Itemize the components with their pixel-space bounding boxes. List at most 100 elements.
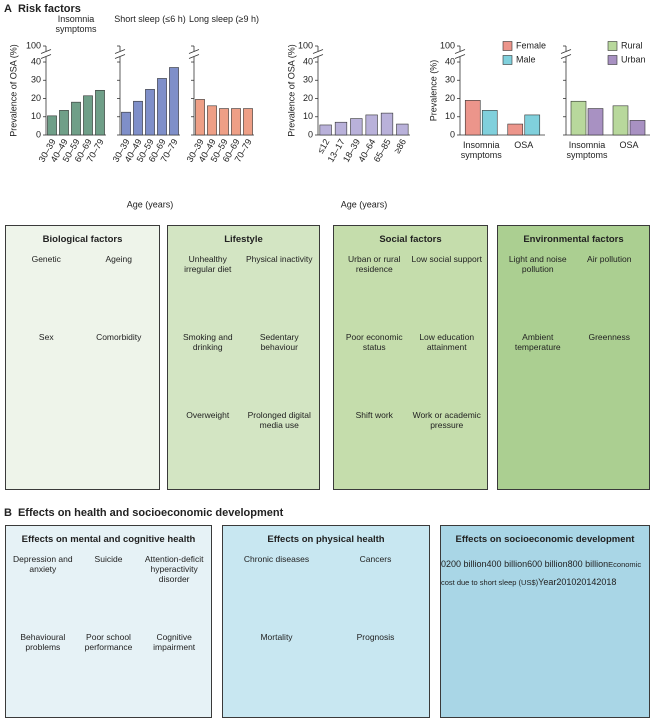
x-tick-label: ≥86 xyxy=(392,137,408,155)
axis-break-mark xyxy=(560,49,572,54)
item-label: Poor school performance xyxy=(84,632,133,652)
x-tick-label: 2010 xyxy=(556,577,577,587)
y-tick-label: 20 xyxy=(31,93,41,103)
box-title: Environmental factors xyxy=(523,234,624,245)
panel-title: Long sleep (≥9 h) xyxy=(189,14,259,24)
box-title: Social factors xyxy=(379,234,442,245)
item-label: Air pollution xyxy=(587,254,632,264)
item-label: Mortality xyxy=(260,632,293,642)
item-label: Ageing xyxy=(105,254,132,264)
y-tick-label: 800 billion xyxy=(567,559,609,569)
axis-break-mark xyxy=(114,54,126,59)
bar xyxy=(350,118,363,136)
bar xyxy=(629,120,646,136)
item-grid: Depression and anxiety Suicide Attention-d… xyxy=(6,551,211,705)
item: Ambient temperature xyxy=(502,329,574,405)
x-axis-label: Age (years) xyxy=(341,199,388,209)
y-tick-label: 10 xyxy=(445,111,455,121)
item: Urban or rural residence xyxy=(338,251,411,327)
axis-break-mark xyxy=(312,54,324,59)
item: Genetic xyxy=(10,251,83,327)
item-label: Greenness xyxy=(588,332,631,342)
bar xyxy=(507,123,524,136)
item: Attention-deficit hyperactivity disorder xyxy=(141,551,207,627)
y-tick-label: 200 billion xyxy=(446,559,487,569)
axis-break-mark xyxy=(312,49,324,54)
bar xyxy=(121,111,131,136)
legend-swatch xyxy=(607,55,618,65)
x-tick-label: OSA xyxy=(514,140,534,150)
bar xyxy=(380,112,394,136)
bar xyxy=(59,110,69,136)
y-tick-label: 10 xyxy=(31,111,41,121)
item: Ageing xyxy=(83,251,156,327)
item-label: Depression and anxiety xyxy=(13,554,73,574)
item: Depression and anxiety xyxy=(10,551,76,627)
axis-break-mark xyxy=(40,54,52,59)
panel-title: Effects on health and socioeconomic deve… xyxy=(17,507,284,519)
panel-title: Risk factors xyxy=(17,3,81,15)
item-label: Prognosis xyxy=(356,632,395,642)
y-axis-label: Prevalence (%) xyxy=(428,60,438,122)
bar xyxy=(133,100,143,136)
category-box: Lifestyle Unhealthy irregular diet Physica… xyxy=(167,225,320,490)
item-label: Genetic xyxy=(31,254,61,264)
item: Unhealthy irregular diet xyxy=(172,251,244,327)
legend-label: Female xyxy=(516,40,546,50)
bar xyxy=(207,105,217,136)
y-tick-label: 30 xyxy=(303,75,313,85)
panel-label: A xyxy=(4,3,12,15)
legend-swatch xyxy=(502,55,513,65)
y-tick-label: 30 xyxy=(31,75,41,85)
category-box: Environmental factors Light and noise pol… xyxy=(497,225,650,490)
axis-break-mark xyxy=(40,49,52,54)
y-tick-label: 40 xyxy=(303,56,313,66)
bar xyxy=(95,89,105,136)
item-label: Light and noise pollution xyxy=(508,254,567,274)
risk-charts: Prevalence of OSA (%) Age (years) 0 10 20 30 4… xyxy=(8,40,650,209)
box-title: Lifestyle xyxy=(224,234,263,245)
bar xyxy=(334,121,348,136)
x-axis-label: Year xyxy=(538,577,557,587)
item-label: Work or academic pressure xyxy=(412,410,481,430)
item: Prolonged digital media use xyxy=(244,407,316,483)
bar xyxy=(231,108,241,136)
axis-break-mark xyxy=(188,49,200,54)
bar xyxy=(145,89,155,136)
legend-label: Urban xyxy=(621,54,646,64)
y-tick-label: 100 xyxy=(26,40,41,50)
item: Poor economic status xyxy=(338,329,411,405)
x-tick-label: Insomnia symptoms xyxy=(460,140,502,160)
item-label: Urban or rural residence xyxy=(348,254,401,274)
panel-b-heading: B Effects on health and socioeconomic dev… xyxy=(4,507,289,519)
bar xyxy=(396,123,409,136)
item-label: Sedentary behaviour xyxy=(259,332,299,352)
item: Prognosis xyxy=(326,629,425,705)
category-box: Social factors Urban or rural residence Lo… xyxy=(333,225,488,490)
item: Overweight xyxy=(172,407,244,483)
axis-break-mark xyxy=(560,54,572,59)
item: Suicide xyxy=(76,551,142,627)
cost-chart: 0200 billion400 billion600 billion800 bi… xyxy=(441,554,649,590)
item-label: Physical inactivity xyxy=(245,254,313,264)
item: Cognitive impairment xyxy=(141,629,207,705)
legend-swatch xyxy=(502,41,513,51)
axis-break-gap xyxy=(116,51,124,58)
box-title: Effects on physical health xyxy=(267,534,385,545)
axis-break-gap xyxy=(190,51,198,58)
item: Light and noise pollution xyxy=(502,251,574,327)
y-tick-label: 0 xyxy=(441,559,447,569)
axis-break-gap xyxy=(42,51,50,58)
bar xyxy=(219,108,229,136)
chart-box: Effects on socioeconomic development 0200… xyxy=(440,525,650,718)
item-label: Prolonged digital media use xyxy=(247,410,311,430)
item: Air pollution xyxy=(574,251,646,327)
y-tick-label: 600 billion xyxy=(527,559,568,569)
y-tick-label: 100 xyxy=(298,40,313,50)
axis-break-mark xyxy=(114,49,126,54)
bar xyxy=(195,99,205,136)
axis-break-gap xyxy=(314,51,322,58)
bar xyxy=(612,105,629,136)
item-grid: Genetic Ageing Sex Comorbidity xyxy=(6,251,159,405)
item-label: Suicide xyxy=(94,554,123,564)
